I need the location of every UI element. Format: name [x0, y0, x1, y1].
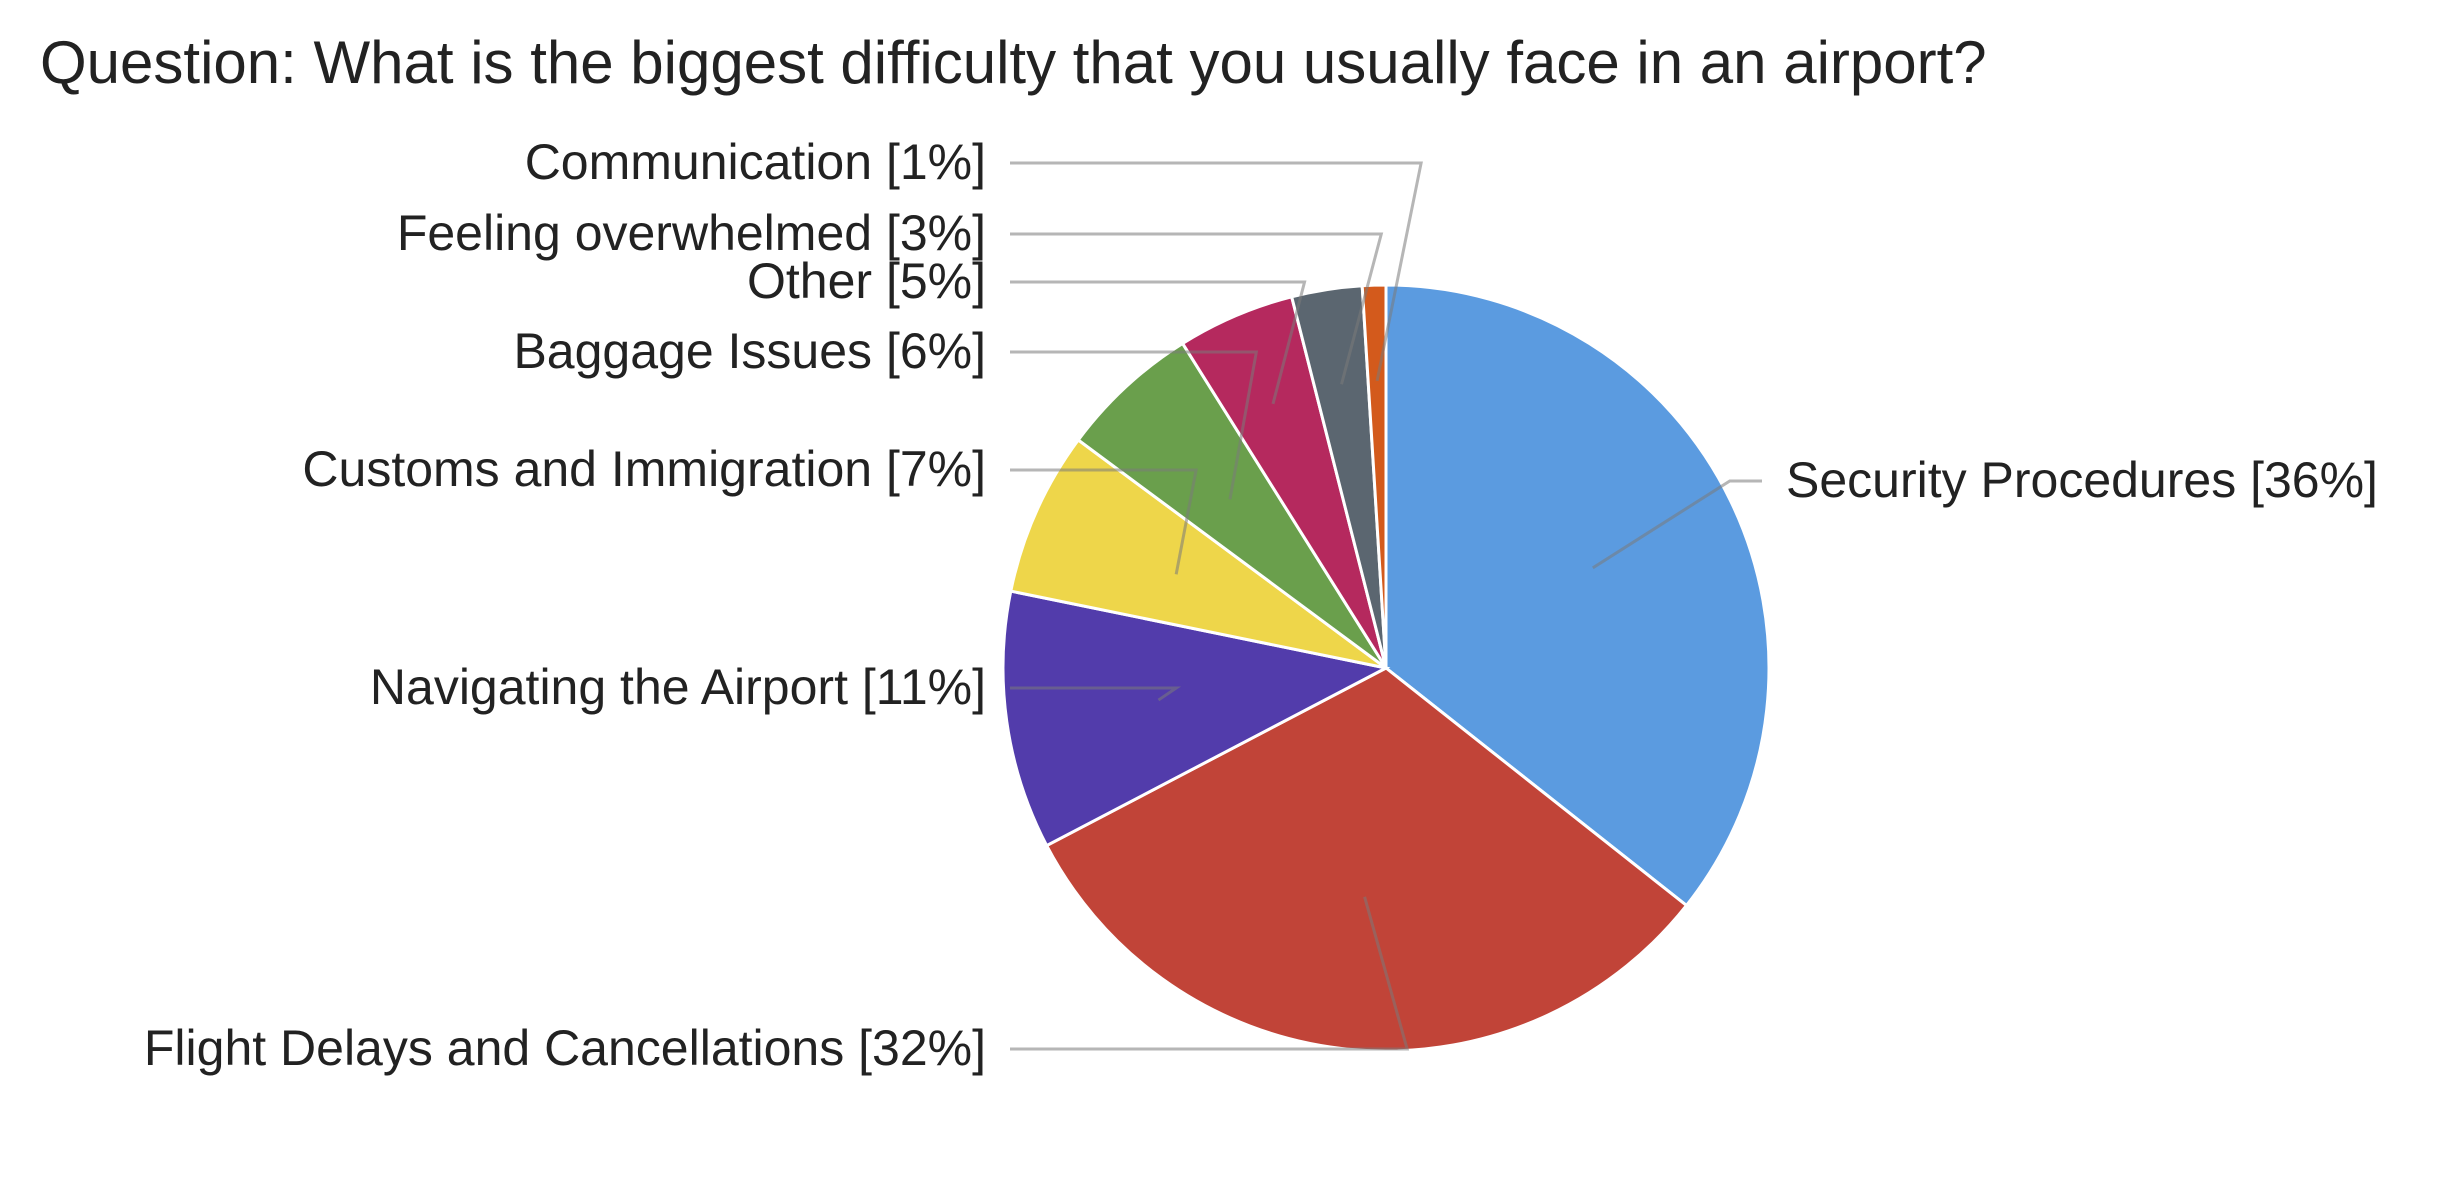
slice-label: Customs and Immigration [7%]	[302, 441, 986, 497]
pie-slice	[1001, 589, 1391, 848]
slice-label: Security Procedures [36%]	[1786, 452, 2378, 508]
pie-slice	[1384, 283, 1771, 908]
pie-slice	[1360, 283, 1388, 669]
slice-label: Other [5%]	[747, 253, 986, 309]
pie-slice	[1009, 437, 1387, 670]
slice-label: Baggage Issues [6%]	[513, 323, 986, 379]
slice-label: Feeling overwhelmed [3%]	[397, 205, 986, 261]
leader-line	[1010, 280, 1307, 405]
leader-line	[1010, 896, 1410, 1051]
slice-label: Flight Delays and Cancellations [32%]	[144, 1020, 986, 1076]
leader-line	[1592, 479, 1762, 570]
slice-label: Navigating the Airport [11%]	[370, 659, 986, 715]
leader-line	[1010, 161, 1423, 382]
leader-line	[1010, 350, 1259, 500]
leader-lines-layer	[1010, 161, 1762, 1051]
slice-label: Communication [1%]	[525, 134, 986, 190]
chart-title: Question: What is the biggest difficulty…	[40, 29, 1987, 96]
slices-layer	[1001, 283, 1771, 1053]
pie-slice	[1076, 341, 1388, 670]
leader-line	[1010, 232, 1384, 385]
leader-line	[1010, 468, 1198, 575]
labels-layer: Security Procedures [36%] Flight Delays a…	[144, 134, 2378, 1076]
leader-line	[1010, 686, 1182, 702]
